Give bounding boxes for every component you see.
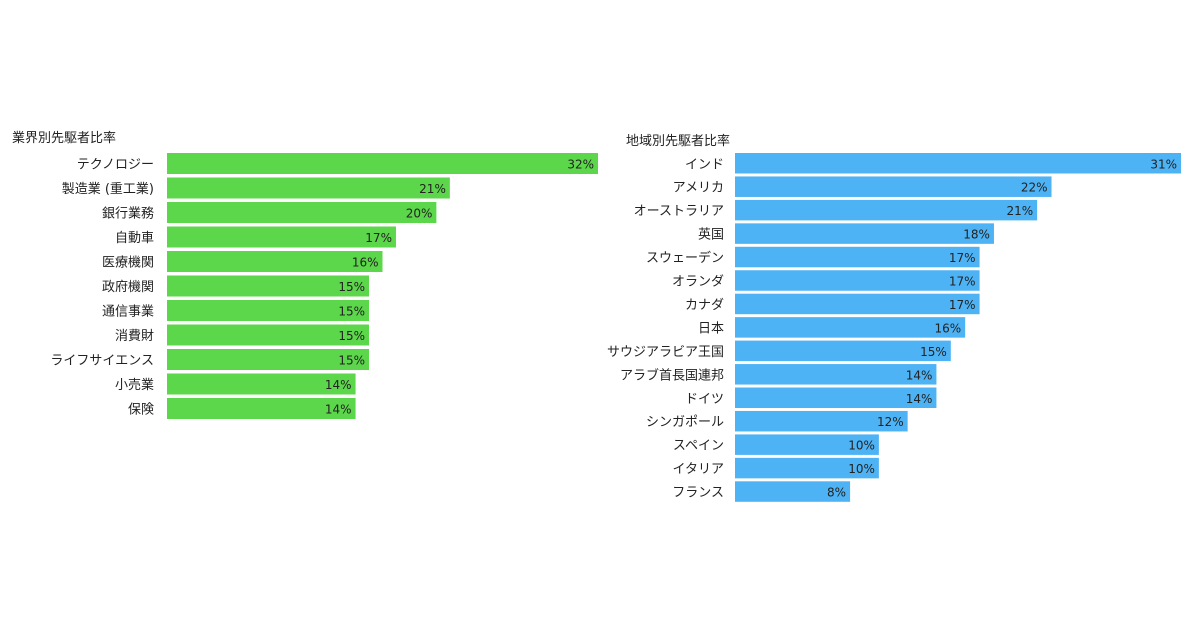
- value-label: 18%: [963, 228, 990, 242]
- category-label: ドイツ: [685, 392, 724, 407]
- category-label: 製造業 (重工業): [62, 181, 154, 197]
- bar: [735, 434, 879, 455]
- bar: [735, 481, 851, 502]
- value-label: 21%: [419, 182, 446, 196]
- category-label: 消費財: [115, 329, 154, 344]
- value-label: 17%: [365, 231, 392, 245]
- bar: [735, 457, 879, 479]
- category-label: 銀行業務: [102, 206, 154, 222]
- value-label: 21%: [1006, 204, 1033, 218]
- category-label: アラブ首長国連邦: [620, 367, 724, 383]
- bar: [735, 270, 980, 291]
- value-label: 17%: [949, 251, 976, 265]
- value-label: 20%: [406, 207, 433, 221]
- bar: [735, 387, 937, 408]
- category-label: スウェーデン: [646, 250, 724, 266]
- value-label: 10%: [848, 462, 875, 476]
- value-label: 32%: [567, 158, 594, 172]
- value-label: 16%: [935, 321, 962, 335]
- value-label: 22%: [1021, 181, 1048, 195]
- value-label: 31%: [1150, 157, 1177, 171]
- bar: [167, 202, 437, 223]
- category-label: 医療機関: [102, 256, 154, 271]
- category-label: 保険: [128, 403, 154, 418]
- category-label: 日本: [698, 321, 724, 336]
- bar: [735, 246, 980, 268]
- chart-title: 業界別先駆者比率: [12, 131, 117, 146]
- bar: [735, 153, 1181, 174]
- category-label: 通信事業: [102, 304, 154, 320]
- category-label: スペイン: [673, 439, 724, 454]
- value-label: 16%: [352, 256, 379, 270]
- bar: [167, 398, 356, 419]
- category-label: オーストラリア: [634, 204, 724, 219]
- category-label: 英国: [698, 228, 724, 243]
- bar: [735, 199, 1038, 221]
- bar: [735, 223, 994, 244]
- category-label: インド: [685, 157, 724, 172]
- value-label: 12%: [877, 415, 904, 429]
- value-label: 15%: [338, 280, 365, 294]
- category-label: カナダ: [685, 298, 724, 313]
- bar: [735, 364, 937, 385]
- industry-bar-chart: テクノロジー 32% 製造業 (重工業) 21% 銀行業務 20% 自動車 17% 医療機関 16…: [50, 153, 598, 419]
- value-label: 14%: [325, 378, 352, 392]
- bar: [167, 300, 370, 321]
- bar: [735, 340, 951, 362]
- region-chart: 地域別先駆者比率 インド 31% アメリカ 22% オーストラリア 21% 英国 18% スウェ…: [600, 0, 1200, 630]
- bar: [167, 349, 370, 370]
- category-label: フランス: [672, 486, 724, 501]
- value-label: 8%: [827, 486, 846, 500]
- bar: [167, 324, 370, 346]
- value-label: 14%: [906, 392, 933, 406]
- bar: [167, 226, 396, 248]
- bar: [167, 373, 356, 395]
- bar: [167, 251, 383, 272]
- bar: [735, 317, 966, 338]
- category-label: シンガポール: [646, 415, 724, 430]
- category-label: イタリア: [673, 462, 724, 477]
- value-label: 14%: [325, 403, 352, 417]
- category-label: ライフサイエンス: [50, 354, 154, 369]
- chart-title: 地域別先駆者比率: [626, 134, 731, 149]
- value-label: 15%: [920, 345, 947, 359]
- category-label: アメリカ: [673, 181, 724, 196]
- bar: [167, 275, 370, 297]
- industry-chart: 業界別先駆者比率 テクノロジー 32% 製造業 (重工業) 21% 銀行業務 20% 自動車…: [12, 131, 598, 419]
- value-label: 15%: [338, 305, 365, 319]
- bar: [167, 153, 598, 174]
- category-label: オランダ: [672, 275, 724, 290]
- value-label: 15%: [338, 329, 365, 343]
- value-label: 10%: [848, 439, 875, 453]
- category-label: 小売業: [115, 377, 154, 393]
- bar: [167, 177, 450, 199]
- value-label: 15%: [338, 354, 365, 368]
- category-label: テクノロジー: [77, 158, 154, 173]
- value-label: 14%: [906, 368, 933, 382]
- category-label: 自動車: [115, 231, 154, 246]
- bar: [735, 410, 908, 432]
- category-label: サウジアラビア王国: [607, 345, 724, 360]
- value-label: 17%: [949, 275, 976, 289]
- value-label: 17%: [949, 298, 976, 312]
- bar: [735, 293, 980, 315]
- region-bar-chart: インド 31% アメリカ 22% オーストラリア 21% 英国 18% スウェーデン 17% オラン…: [607, 153, 1181, 502]
- category-label: 政府機関: [102, 280, 154, 295]
- bar: [735, 176, 1052, 197]
